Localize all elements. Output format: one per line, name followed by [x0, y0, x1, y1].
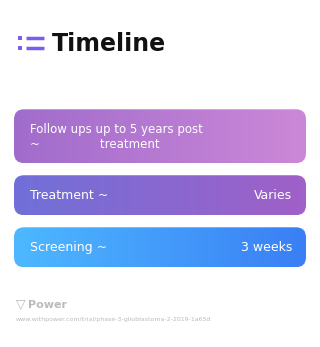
Text: Screening ~: Screening ~ [30, 241, 107, 254]
Text: ~                treatment: ~ treatment [30, 138, 160, 151]
Text: www.withpower.com/trial/phase-3-glioblastoma-2-2019-1a65d: www.withpower.com/trial/phase-3-glioblas… [16, 318, 212, 322]
Text: Varies: Varies [254, 189, 292, 202]
Text: 3 weeks: 3 weeks [241, 241, 292, 254]
Bar [18, 46, 22, 50]
Text: Follow ups up to 5 years post: Follow ups up to 5 years post [30, 123, 203, 136]
Text: ▽: ▽ [16, 298, 26, 312]
Bar [18, 36, 22, 40]
Text: Timeline: Timeline [52, 32, 166, 56]
Text: Treatment ~: Treatment ~ [30, 189, 108, 202]
Text: Power: Power [28, 300, 67, 310]
